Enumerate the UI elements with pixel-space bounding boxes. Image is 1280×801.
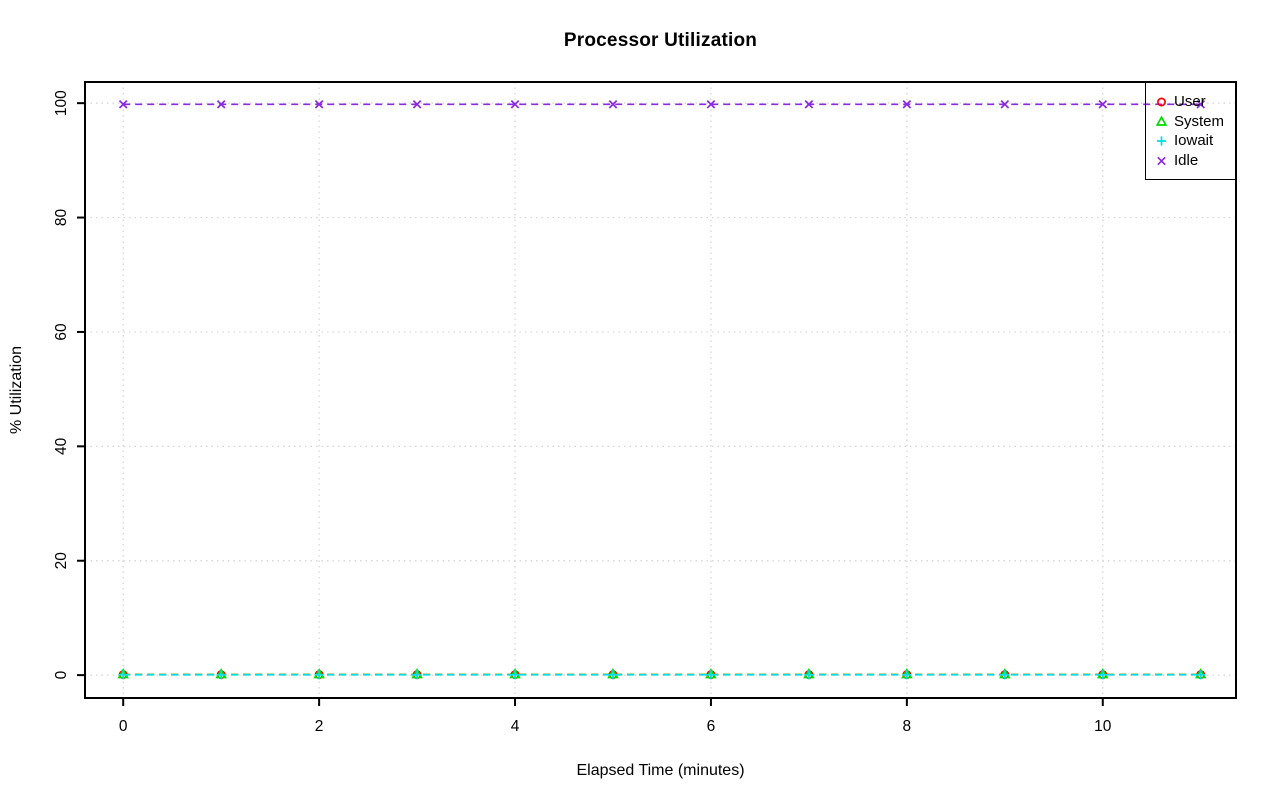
legend-item-idle: Idle <box>1146 151 1235 171</box>
plus-marker-icon <box>902 670 912 680</box>
x-tick-label: 0 <box>119 718 128 735</box>
plus-marker-icon <box>1098 670 1108 680</box>
chart-title: Processor Utilization <box>563 30 758 51</box>
x-tick-label: 6 <box>707 718 716 735</box>
legend: User System Iowait Idle <box>1145 82 1236 180</box>
x-marker-icon <box>1157 156 1166 166</box>
series-markers-iowait <box>118 670 1206 680</box>
x-marker-icon <box>1098 100 1108 109</box>
circle-marker-icon <box>1154 94 1169 109</box>
x-marker-icon <box>1196 100 1206 109</box>
x-marker-icon <box>118 100 128 109</box>
legend-label: User <box>1174 93 1206 111</box>
y-tick-label: 60 <box>53 323 70 341</box>
plus-marker-icon <box>1154 133 1169 148</box>
plot-border <box>84 81 1237 699</box>
x-marker-icon <box>608 100 618 109</box>
plus-marker-icon <box>1000 670 1010 680</box>
plus-marker-glyph <box>1156 136 1167 146</box>
legend-label: Iowait <box>1174 132 1214 150</box>
triangle-marker-glyph <box>1155 115 1168 126</box>
plus-marker-icon <box>412 670 422 680</box>
x-marker-icon <box>804 100 814 109</box>
circle-marker-glyph <box>1157 97 1166 107</box>
y-tick-label: 20 <box>53 552 70 570</box>
plus-marker-icon <box>706 670 716 680</box>
x-marker-icon <box>706 100 716 109</box>
legend-label: System <box>1174 112 1225 130</box>
x-marker-icon <box>510 100 520 109</box>
plus-marker-icon <box>608 670 618 680</box>
triangle-marker-icon <box>1155 115 1168 126</box>
triangle-marker-icon <box>1154 114 1169 129</box>
series-markers-idle <box>118 100 1206 109</box>
x-tick-label: 4 <box>511 718 520 735</box>
x-tick-label: 2 <box>315 718 324 735</box>
plus-marker-icon <box>118 670 128 680</box>
x-marker-icon <box>1154 153 1169 168</box>
plus-marker-icon <box>314 670 324 680</box>
x-marker-icon <box>1000 100 1010 109</box>
plus-marker-icon <box>804 670 814 680</box>
x-marker-icon <box>216 100 226 109</box>
legend-item-system: System <box>1146 112 1235 132</box>
y-axis-label: % Utilization <box>8 345 25 435</box>
legend-item-user: User <box>1146 92 1235 112</box>
legend-item-iowait: Iowait <box>1146 131 1235 151</box>
series-markers-system <box>117 667 1207 679</box>
plus-marker-icon <box>1196 670 1206 680</box>
x-marker-icon <box>412 100 422 109</box>
x-axis-label: Elapsed Time (minutes) <box>576 762 745 779</box>
y-tick-label: 40 <box>53 437 70 455</box>
x-marker-icon <box>314 100 324 109</box>
circle-marker-icon <box>1157 97 1166 107</box>
y-tick-label: 80 <box>53 209 70 227</box>
x-tick-label: 10 <box>1094 718 1112 735</box>
plus-marker-icon <box>216 670 226 680</box>
plus-marker-icon <box>1156 136 1167 146</box>
plus-marker-icon <box>510 670 520 680</box>
x-marker-glyph <box>1157 156 1166 166</box>
x-tick-label: 8 <box>903 718 912 735</box>
y-tick-label: 100 <box>53 90 70 116</box>
legend-label: Idle <box>1174 151 1199 169</box>
y-tick-label: 0 <box>53 670 70 679</box>
x-marker-icon <box>902 100 912 109</box>
